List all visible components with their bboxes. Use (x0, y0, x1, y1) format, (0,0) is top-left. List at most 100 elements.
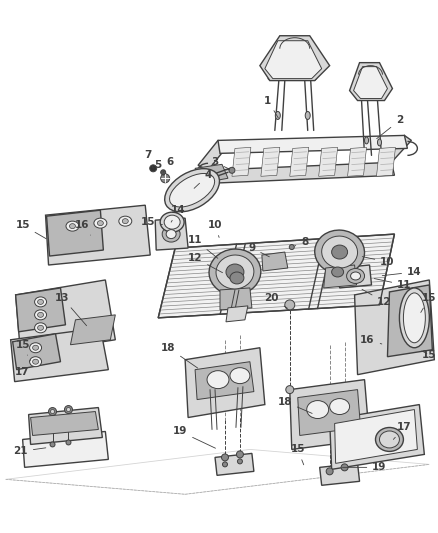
Ellipse shape (341, 464, 348, 471)
Text: 15: 15 (141, 217, 162, 227)
Ellipse shape (307, 401, 328, 418)
Ellipse shape (161, 170, 166, 175)
Polygon shape (195, 164, 228, 183)
Polygon shape (31, 411, 99, 435)
Text: 11: 11 (374, 279, 412, 290)
Ellipse shape (160, 212, 184, 232)
Ellipse shape (49, 408, 57, 416)
Ellipse shape (315, 230, 364, 274)
Ellipse shape (375, 427, 403, 451)
Text: 6: 6 (163, 157, 174, 172)
Ellipse shape (30, 343, 42, 353)
Polygon shape (232, 148, 251, 176)
Text: 15: 15 (15, 340, 30, 355)
Polygon shape (260, 36, 330, 80)
Ellipse shape (38, 312, 43, 317)
Polygon shape (16, 288, 66, 332)
Ellipse shape (346, 269, 364, 284)
Text: 15: 15 (422, 350, 437, 360)
Text: 19: 19 (173, 426, 215, 448)
Ellipse shape (161, 174, 170, 183)
Polygon shape (339, 265, 371, 288)
Text: 15: 15 (290, 445, 305, 465)
Ellipse shape (30, 357, 42, 367)
Text: 5: 5 (155, 160, 164, 176)
Polygon shape (220, 288, 252, 310)
Ellipse shape (326, 468, 333, 475)
Text: 20: 20 (265, 293, 287, 308)
Text: 18: 18 (161, 343, 198, 368)
Ellipse shape (230, 272, 244, 284)
Ellipse shape (237, 451, 244, 458)
Text: 10: 10 (208, 220, 222, 237)
Ellipse shape (289, 245, 294, 249)
Ellipse shape (32, 359, 39, 364)
Polygon shape (385, 135, 411, 163)
Text: 12: 12 (188, 253, 223, 273)
Ellipse shape (364, 137, 368, 144)
Ellipse shape (32, 345, 39, 350)
Text: 3: 3 (212, 157, 230, 169)
Ellipse shape (399, 288, 429, 348)
Polygon shape (335, 409, 417, 463)
Polygon shape (46, 210, 103, 256)
Polygon shape (155, 218, 188, 250)
Polygon shape (208, 163, 395, 183)
Ellipse shape (122, 219, 128, 224)
Ellipse shape (170, 173, 215, 207)
Ellipse shape (285, 300, 295, 310)
Ellipse shape (332, 267, 343, 277)
Polygon shape (71, 315, 115, 345)
Ellipse shape (209, 249, 261, 295)
Text: 8: 8 (294, 237, 308, 247)
Polygon shape (13, 334, 60, 370)
Ellipse shape (350, 272, 360, 280)
Polygon shape (265, 41, 321, 78)
Ellipse shape (305, 111, 310, 119)
Polygon shape (262, 252, 288, 271)
Polygon shape (330, 405, 424, 470)
Text: 15: 15 (15, 220, 46, 239)
Ellipse shape (64, 406, 72, 414)
Polygon shape (198, 140, 228, 171)
Ellipse shape (229, 167, 235, 173)
Polygon shape (46, 205, 150, 265)
Ellipse shape (162, 226, 180, 242)
Text: 14: 14 (171, 205, 185, 222)
Ellipse shape (50, 442, 55, 447)
Ellipse shape (166, 230, 176, 239)
Ellipse shape (66, 221, 79, 231)
Text: 13: 13 (55, 293, 87, 326)
Text: 21: 21 (14, 447, 46, 456)
Ellipse shape (94, 218, 107, 228)
Polygon shape (388, 285, 432, 357)
Polygon shape (324, 265, 357, 288)
Ellipse shape (286, 385, 294, 393)
Polygon shape (218, 135, 407, 154)
Polygon shape (320, 463, 360, 486)
Ellipse shape (165, 168, 219, 212)
Polygon shape (195, 362, 254, 400)
Ellipse shape (150, 165, 157, 172)
Text: 7: 7 (145, 150, 153, 168)
Ellipse shape (66, 440, 71, 445)
Polygon shape (158, 234, 395, 318)
Text: 14: 14 (382, 267, 422, 277)
Text: 17: 17 (15, 360, 31, 377)
Ellipse shape (379, 431, 399, 448)
Ellipse shape (207, 370, 229, 389)
Polygon shape (377, 148, 396, 176)
Ellipse shape (38, 325, 43, 330)
Polygon shape (28, 408, 102, 445)
Ellipse shape (119, 216, 132, 226)
Polygon shape (355, 280, 434, 375)
Text: 15: 15 (421, 293, 437, 312)
Text: 18: 18 (278, 397, 312, 414)
Ellipse shape (222, 454, 229, 461)
Ellipse shape (35, 297, 46, 307)
Text: 11: 11 (188, 235, 218, 259)
Ellipse shape (276, 111, 280, 119)
Polygon shape (298, 390, 360, 435)
Text: 2: 2 (377, 116, 403, 139)
Ellipse shape (67, 408, 71, 411)
